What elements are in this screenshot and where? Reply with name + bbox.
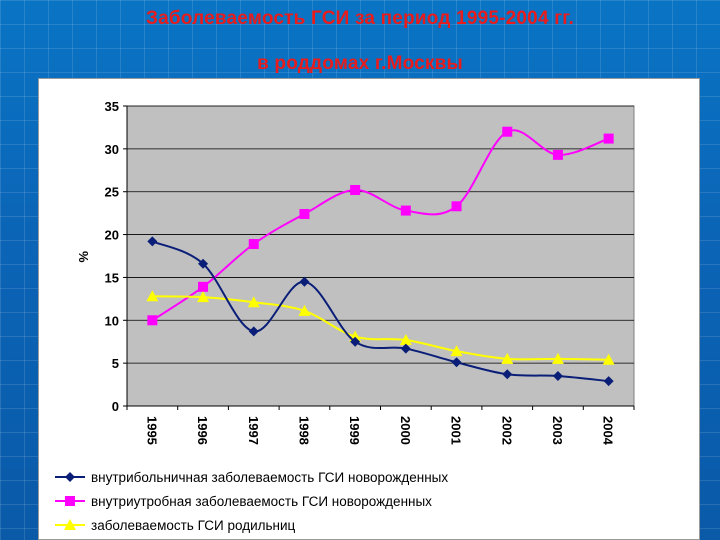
data-point-series-3 <box>450 345 463 357</box>
legend-swatch-2 <box>55 496 85 506</box>
data-point-series-2 <box>552 149 563 160</box>
data-point-series-2 <box>299 209 310 219</box>
data-point-series-1 <box>350 336 361 347</box>
data-point-series-2 <box>350 185 361 195</box>
data-point-series-2 <box>248 239 259 249</box>
data-point-series-2 <box>147 315 158 326</box>
data-point-series-3 <box>298 304 311 316</box>
data-point-series-3 <box>551 352 564 364</box>
data-point-series-3 <box>602 353 615 365</box>
series-line-3 <box>152 295 609 361</box>
legend-item-2: внутриутробная заболеваемость ГСИ новоро… <box>55 489 448 513</box>
legend-marker <box>64 519 76 530</box>
data-point-series-2 <box>502 126 513 137</box>
y-tick-label: 10 <box>105 313 119 328</box>
data-point-series-1 <box>198 258 209 269</box>
data-point-series-3 <box>197 291 210 303</box>
chart-legend: внутрибольничная заболеваемость ГСИ ново… <box>55 465 448 537</box>
data-point-series-3 <box>501 352 514 364</box>
x-tick-label: 2004 <box>601 416 616 446</box>
series-line-2 <box>151 129 609 322</box>
x-tick-label: 2000 <box>398 416 413 445</box>
data-point-series-3 <box>247 296 260 308</box>
x-tick-label: 2003 <box>550 416 565 445</box>
chart-panel: 0 5 10 15 20 25 30 35 1995 1996 1997 1998 1999 2000 20… <box>38 78 700 540</box>
data-point-series-1 <box>400 343 411 354</box>
x-tick-label: 2002 <box>499 416 514 445</box>
data-point-series-1 <box>147 236 158 247</box>
data-point-series-1 <box>451 357 462 368</box>
x-tick-label: 1999 <box>347 416 362 445</box>
legend-marker <box>65 496 75 506</box>
data-point-series-1 <box>299 276 310 287</box>
x-tick-label: 1995 <box>144 416 159 445</box>
line-chart: 0 5 10 15 20 25 30 35 1995 1996 1997 1998 1999 2000 20… <box>76 99 635 446</box>
data-point-series-1 <box>552 371 563 381</box>
plot-area <box>126 105 635 407</box>
y-tick-label: 35 <box>105 99 119 114</box>
x-tick-label: 1996 <box>195 416 210 445</box>
data-point-series-3 <box>146 290 159 302</box>
y-tick-label: 30 <box>105 142 119 157</box>
legend-swatch-3 <box>55 519 85 530</box>
data-point-series-3 <box>399 334 412 345</box>
legend-item-1: внутрибольничная заболеваемость ГСИ ново… <box>55 465 448 489</box>
data-point-series-2 <box>198 281 209 292</box>
chart-title-line-2: в роддомах г.Москвы <box>257 53 463 74</box>
data-point-series-2 <box>603 133 614 144</box>
y-tick-label: 0 <box>112 399 119 414</box>
series-line-1 <box>151 240 609 383</box>
data-point-series-1 <box>502 369 513 380</box>
x-tick-label: 1998 <box>296 416 311 445</box>
y-tick-label: 25 <box>105 185 119 200</box>
legend-label-2: внутриутробная заболеваемость ГСИ новоро… <box>91 493 432 509</box>
y-tick-label: 20 <box>105 228 119 243</box>
y-tick-label: 5 <box>112 356 119 371</box>
x-tick-label: 2001 <box>449 416 464 445</box>
data-point-series-2 <box>451 201 462 212</box>
legend-label-1: внутрибольничная заболеваемость ГСИ ново… <box>91 469 449 485</box>
legend-item-3: заболеваемость ГСИ родильниц <box>55 513 448 537</box>
data-point-series-1 <box>603 376 614 387</box>
y-tick-label: 15 <box>105 270 119 285</box>
legend-marker <box>65 472 75 482</box>
data-point-series-2 <box>400 205 411 216</box>
chart-title-line-1: Заболеваемость ГСИ за период 1995-2004 г… <box>145 8 574 29</box>
data-point-series-1 <box>248 326 259 337</box>
y-axis-label: % <box>76 251 91 263</box>
legend-label-3: заболеваемость ГСИ родильниц <box>91 517 296 533</box>
legend-swatch-1 <box>55 472 85 482</box>
x-tick-label: 1997 <box>246 416 261 445</box>
